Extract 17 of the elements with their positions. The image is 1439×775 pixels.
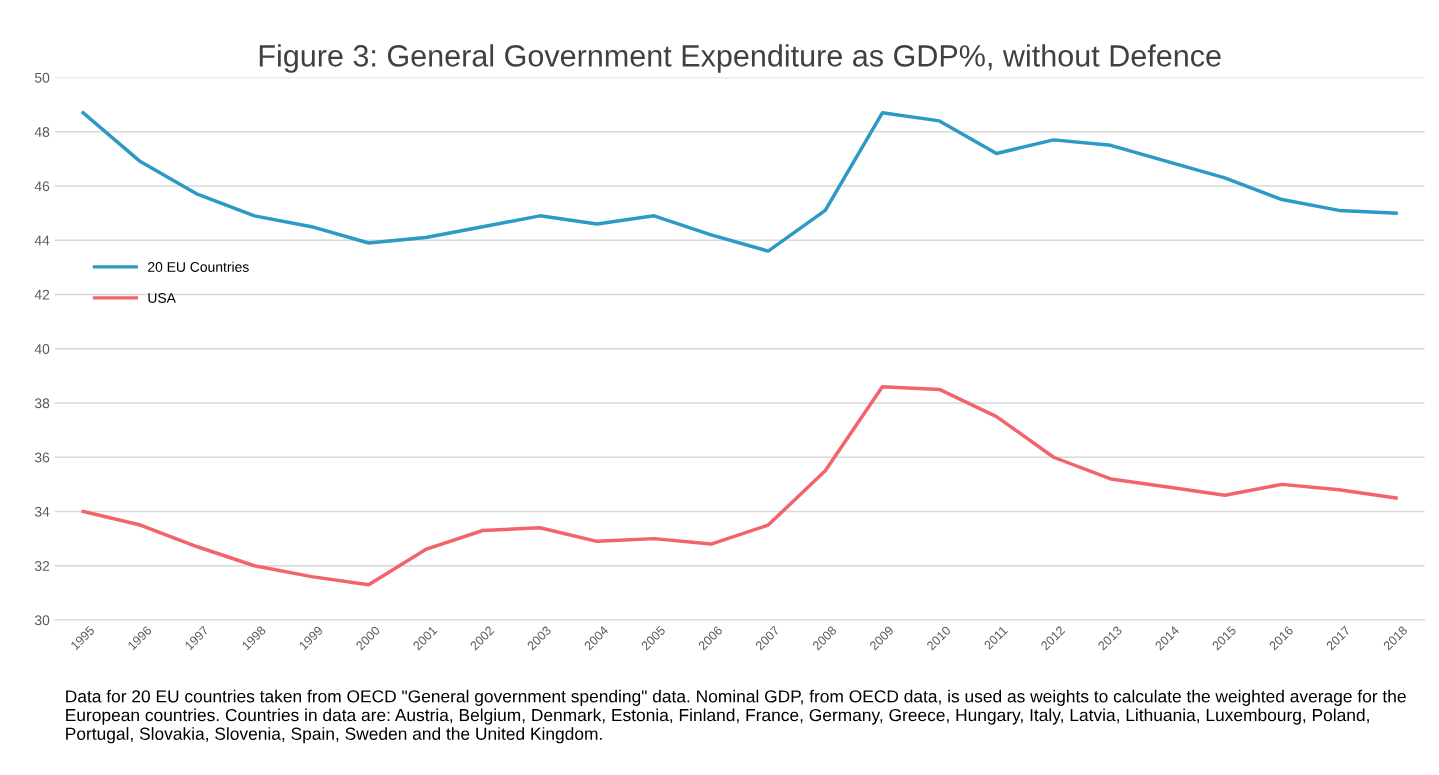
y-tick-label: 46	[34, 181, 50, 192]
y-tick-label: 42	[34, 289, 50, 300]
y-tick-label: 48	[34, 127, 50, 137]
line-series	[81, 384, 1398, 587]
chart-title: Figure 3: General Government Expenditure as GDP%, without Defence	[259, 44, 1221, 73]
text: Data for 20 EU countries taken from OECD "General government spending" data. Nominal GDP, from OECD data, is used as weights to calculate the weighted average for the European countries. Countries in data are: Austria, Belgium, Denmark, Estonia, Finland, France, Germany, Greece, Hungary, Italy, Latvia, Lithuania, Luxembourg, Poland, Portugal, Slovakia, Slovenia, Spain, Sweden and the United Kingdom.	[66, 689, 1406, 744]
y-tick-label: 44	[34, 235, 50, 246]
y-tick-label: 40	[34, 344, 50, 354]
line-series	[81, 111, 1398, 253]
y-tick-label: 34	[34, 506, 50, 517]
legend-label: USA	[148, 293, 176, 303]
y-tick-label: 32	[34, 561, 50, 571]
y-tick-label: 36	[34, 452, 50, 463]
y-tick-label: 30	[34, 615, 50, 626]
legend-label: 20 EU Countries	[148, 261, 249, 272]
y-tick-label: 50	[34, 72, 50, 83]
y-tick-label: 38	[34, 398, 50, 409]
